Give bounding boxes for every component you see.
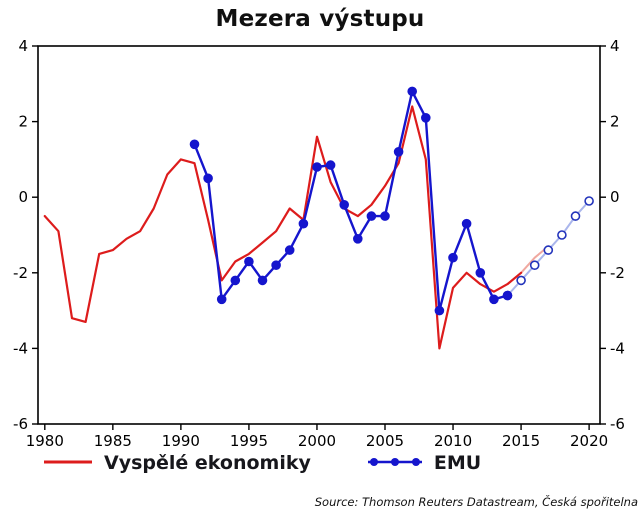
series-marker (434, 305, 445, 316)
y-tick-label-right: 0 (610, 188, 620, 206)
x-tick-label: 2010 (434, 432, 472, 450)
series-marker (461, 218, 472, 229)
series-marker (339, 200, 350, 210)
legend-item-advanced-economies: Vyspělé ekonomiky (42, 452, 311, 474)
series-marker (203, 173, 213, 184)
legend-label: Vyspělé ekonomiky (104, 452, 311, 474)
series-marker (543, 245, 554, 255)
series-marker (325, 160, 336, 170)
series-marker (420, 113, 431, 123)
series-line (193, 90, 509, 312)
x-tick-label: 1980 (26, 432, 64, 450)
y-tick-label-right: 4 (610, 37, 620, 55)
series-marker (271, 260, 281, 271)
legend: Vyspělé ekonomiky EMU (0, 452, 640, 474)
series-marker (352, 234, 363, 244)
x-tick-label: 2015 (502, 432, 540, 450)
x-tick-label: 1990 (162, 432, 200, 450)
y-tick-label-left: -4 (13, 339, 28, 357)
series-marker (216, 294, 227, 305)
axis-frame (37, 45, 601, 425)
x-tick-label: 1995 (230, 432, 268, 450)
y-tick-label-right: 2 (610, 113, 620, 131)
source-note: Source: Thomson Reuters Datastream, Česk… (314, 495, 638, 509)
y-tick-label-left: -2 (13, 264, 28, 282)
y-tick-label-left: 2 (18, 113, 28, 131)
series-marker (529, 260, 540, 271)
series-marker (516, 275, 526, 286)
series-marker (380, 211, 390, 221)
series-marker (366, 211, 377, 221)
y-tick-label-right: -6 (610, 415, 625, 433)
legend-label: EMU (433, 452, 482, 474)
series-marker (502, 290, 513, 301)
x-tick-label: 1985 (94, 432, 132, 450)
y-tick-label-left: 0 (18, 188, 28, 206)
series-marker (393, 147, 404, 157)
series-marker (284, 245, 295, 255)
series-marker (230, 275, 241, 286)
series-marker (298, 218, 309, 229)
series-marker (189, 139, 200, 150)
series-marker (448, 252, 458, 263)
series-marker (584, 196, 594, 206)
y-tick-label-left: -6 (13, 415, 28, 433)
series-marker (570, 211, 581, 221)
series-marker (475, 267, 486, 278)
series-marker (244, 256, 254, 267)
red-line-swatch-icon (42, 454, 94, 473)
y-tick-label-right: -4 (610, 339, 625, 357)
series-marker (257, 275, 268, 286)
x-tick-label: 2000 (298, 432, 336, 450)
series-line (43, 105, 523, 350)
chart-title: Mezera výstupu (215, 6, 425, 32)
x-tick-label: 2020 (570, 432, 608, 450)
x-tick-label: 2005 (366, 432, 404, 450)
series-marker (489, 294, 499, 305)
y-tick-label-left: 4 (18, 37, 28, 55)
series-marker (557, 230, 567, 240)
y-tick-label-right: -2 (610, 264, 625, 282)
legend-item-emu: EMU (366, 452, 481, 474)
series-marker (312, 162, 322, 172)
blue-line-markers-swatch-icon (366, 454, 424, 473)
series-marker (407, 86, 418, 97)
